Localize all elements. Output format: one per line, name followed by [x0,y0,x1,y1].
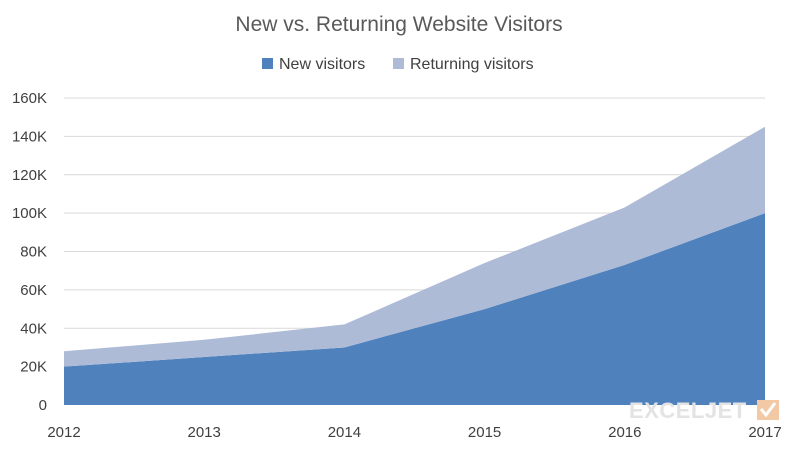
x-tick-label-2013: 2013 [188,424,221,441]
plot-area [64,126,765,405]
area-series-1 [64,213,765,405]
x-tick-label-2014: 2014 [328,424,361,441]
watermark: EXCELJET [629,398,779,423]
y-tick-label-100K: 100K [12,205,47,222]
y-tick-label-140K: 140K [12,128,47,145]
y-axis: 0 20K 40K 60K 80K 100K 120K 140K 160K [12,90,47,414]
y-tick-label-0: 0 [39,397,47,414]
watermark-text: EXCELJET [629,398,747,423]
legend: New visitors Returning visitors [262,56,534,73]
legend-label-2: Returning visitors [410,56,534,73]
y-tick-label-60K: 60K [20,282,47,299]
x-tick-label-2017: 2017 [748,424,781,441]
y-tick-label-160K: 160K [12,90,47,107]
chart-title: New vs. Returning Website Visitors [235,13,562,36]
legend-swatch-2 [393,58,404,69]
y-tick-label-20K: 20K [20,359,47,376]
legend-swatch-1 [262,58,273,69]
x-axis: 2012 2013 2014 2015 2016 2017 [47,424,781,441]
y-tick-label-40K: 40K [20,320,47,337]
y-tick-label-120K: 120K [12,167,47,184]
y-tick-label-80K: 80K [20,244,47,261]
gridlines [64,97,765,368]
x-tick-label-2015: 2015 [468,424,501,441]
legend-label-1: New visitors [279,56,365,73]
x-tick-label-2012: 2012 [47,424,80,441]
area-series-2 [64,126,765,367]
x-tick-label-2016: 2016 [608,424,641,441]
exceljet-logo-icon [757,400,779,420]
